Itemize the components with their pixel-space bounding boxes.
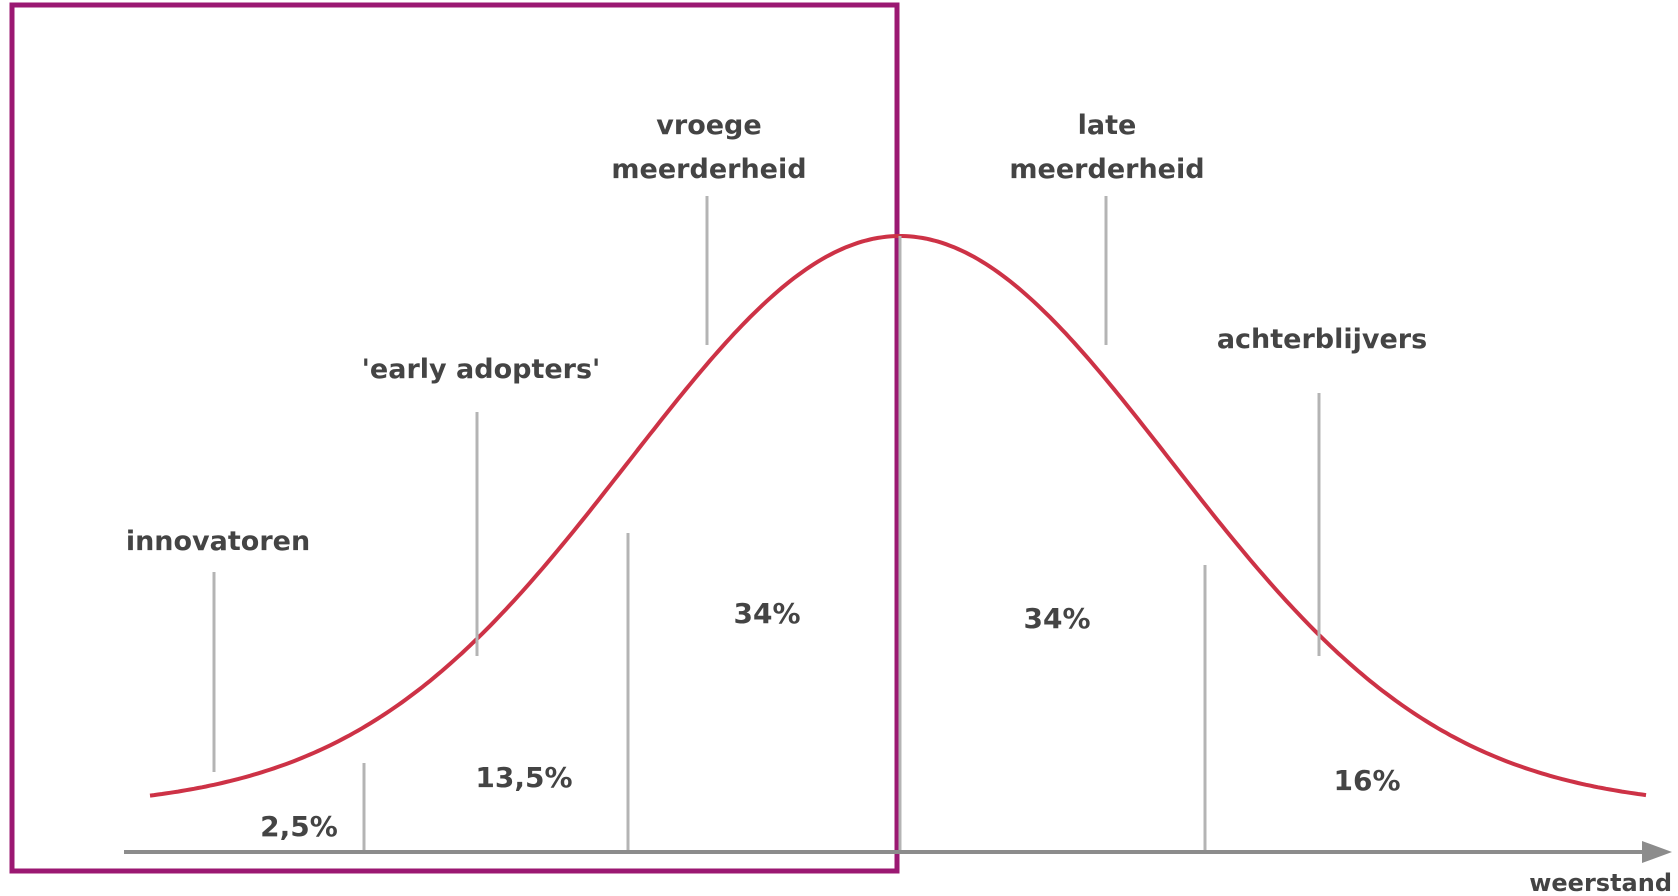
- label-laggards: achterblijvers: [1217, 324, 1427, 355]
- x-axis-arrowhead: [1642, 841, 1672, 863]
- x-axis-label: weerstand: [1529, 869, 1672, 896]
- label-early-adopters: 'early adopters': [362, 354, 601, 385]
- percent-innovators: 2,5%: [260, 810, 338, 843]
- percent-laggards: 16%: [1333, 764, 1400, 797]
- label-early-majority-line-1: vroege: [656, 110, 761, 141]
- percent-early-majority: 34%: [733, 597, 800, 630]
- label-innovators: innovatoren: [126, 526, 310, 557]
- label-late-majority-line-2: meerderheid: [1009, 154, 1204, 185]
- percent-early-adopters: 13,5%: [475, 761, 572, 794]
- label-early-majority-line-2: meerderheid: [611, 154, 806, 185]
- percent-late-majority: 34%: [1023, 602, 1090, 635]
- bell-curve: [149, 234, 1647, 798]
- label-late-majority-line-1: late: [1078, 110, 1137, 141]
- highlight-frame: [9, 2, 900, 874]
